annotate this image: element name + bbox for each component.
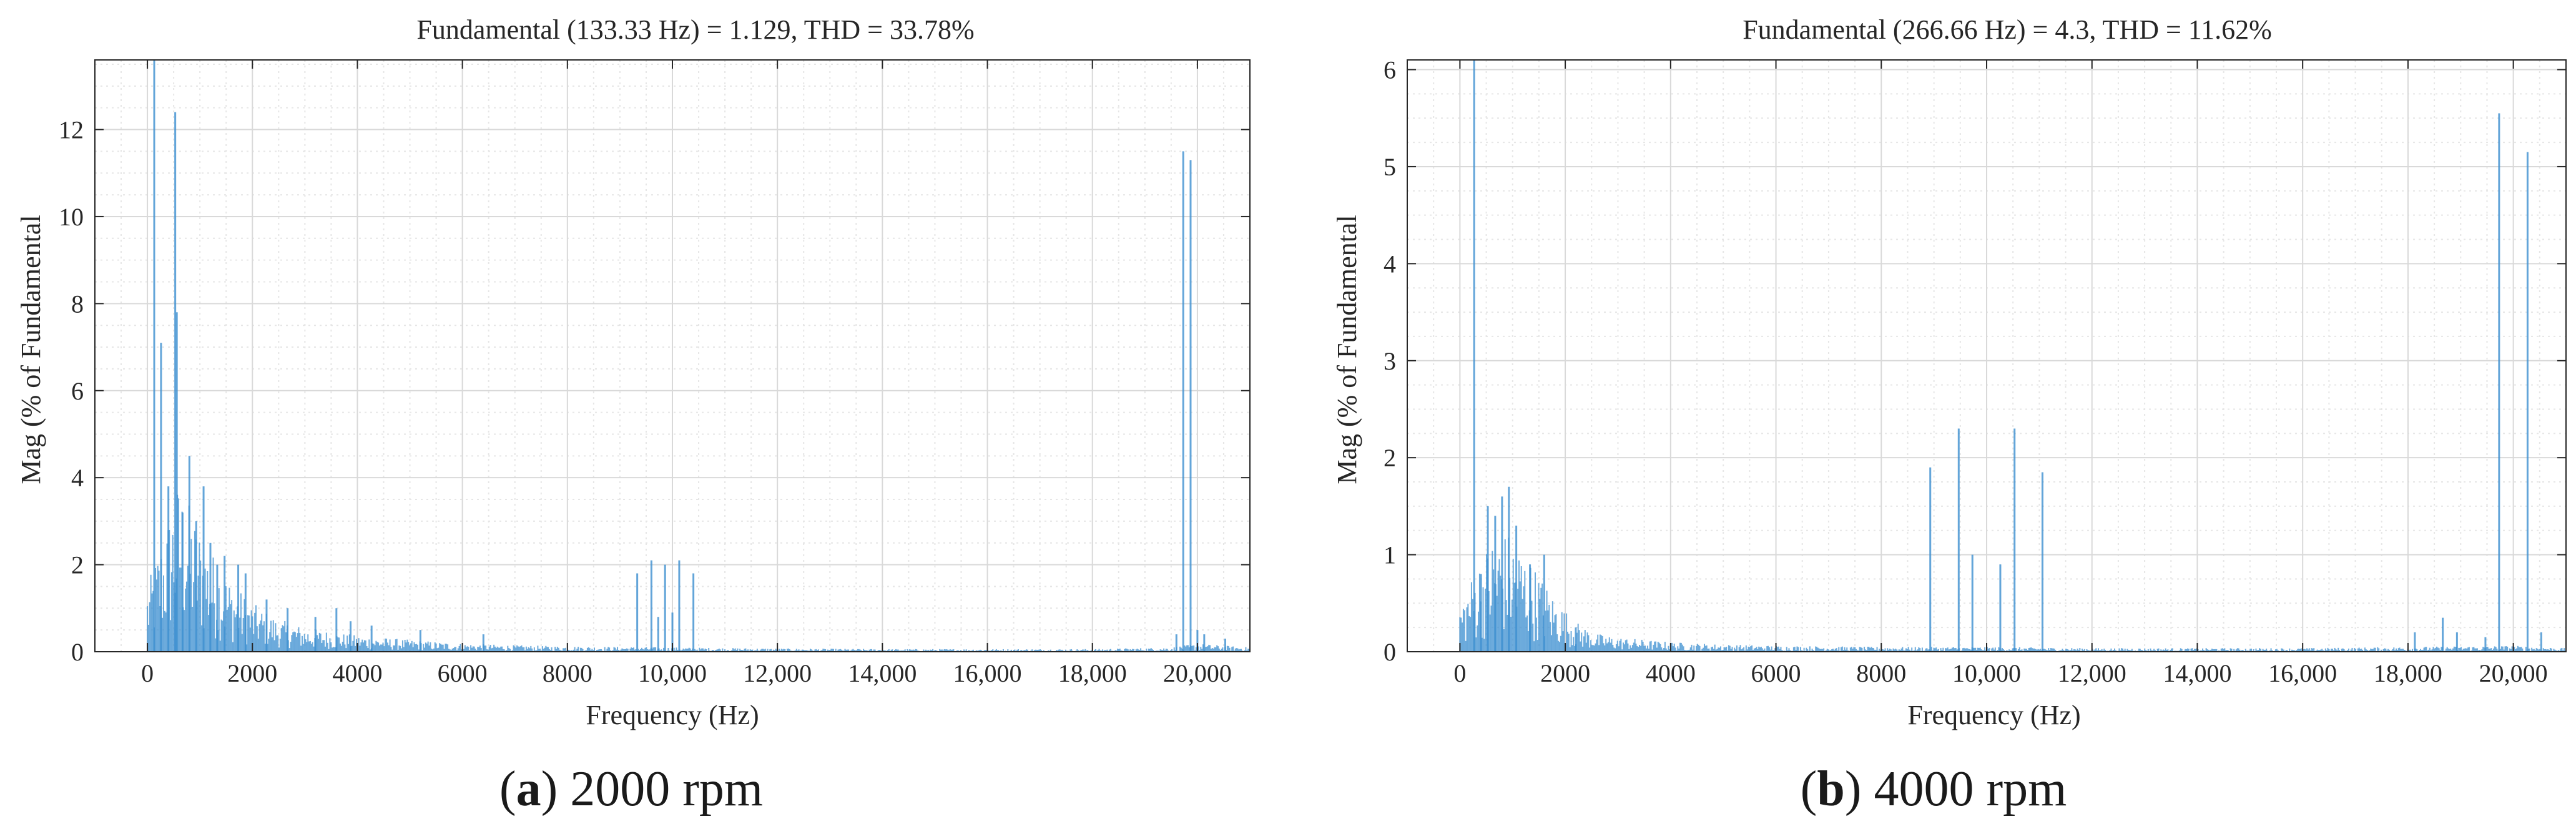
y-axis-title: Mag (% of Fundamental	[1332, 215, 1362, 484]
caption-letter: b	[1817, 762, 1845, 817]
x-tick-label: 18,000	[2374, 659, 2442, 687]
x-tick-label: 20,000	[1163, 659, 1232, 687]
y-tick-label: 5	[1384, 153, 1396, 181]
x-tick-label: 12,000	[743, 659, 812, 687]
x-tick-label: 12,000	[2058, 659, 2126, 687]
x-tick-label: 18,000	[1058, 659, 1127, 687]
y-tick-label: 12	[59, 116, 84, 144]
y-axis-title: Mag (% of Fundamental	[16, 215, 46, 484]
x-tick-label: 10,000	[1952, 659, 2021, 687]
subfigure-caption: (b) 4000 rpm	[1801, 762, 2067, 817]
x-tick-label: 2000	[1540, 659, 1590, 687]
x-tick-label: 0	[141, 659, 154, 687]
chart-title: Fundamental (133.33 Hz) = 1.129, THD = 3…	[416, 14, 974, 45]
x-tick-label: 4000	[1646, 659, 1696, 687]
caption-letter: a	[516, 762, 541, 817]
y-tick-label: 4	[1384, 250, 1396, 278]
x-tick-label: 20,000	[2479, 659, 2548, 687]
x-tick-label: 2000	[227, 659, 277, 687]
x-tick-label: 4000	[332, 659, 382, 687]
chart-title: Fundamental (266.66 Hz) = 4.3, THD = 11.…	[1743, 14, 2272, 45]
x-tick-label: 0	[1453, 659, 1466, 687]
y-tick-label: 3	[1384, 347, 1396, 375]
y-tick-label: 10	[59, 203, 84, 231]
y-tick-label: 4	[71, 464, 84, 492]
y-tick-label: 0	[71, 638, 84, 666]
y-tick-label: 8	[71, 290, 84, 318]
y-tick-label: 2	[71, 551, 84, 579]
y-tick-label: 1	[1384, 541, 1396, 569]
chart-panel-b: Fundamental (266.66 Hz) = 4.3, THD = 11.…	[1332, 14, 2567, 817]
x-tick-label: 6000	[1751, 659, 1801, 687]
x-tick-label: 6000	[438, 659, 488, 687]
x-tick-label: 10,000	[638, 659, 707, 687]
y-tick-label: 6	[1384, 56, 1396, 84]
x-tick-label: 8000	[1856, 659, 1906, 687]
caption-text: ) 2000 rpm	[541, 762, 764, 817]
x-tick-label: 16,000	[2268, 659, 2337, 687]
y-tick-label: 0	[1384, 638, 1396, 666]
plot-area: 0 2000 4000 6000 8000 10,000 12,000 14,000 16,00…	[1384, 56, 2567, 687]
caption-text: ) 4000 rpm	[1845, 762, 2067, 817]
y-tick-label: 6	[71, 377, 84, 405]
x-tick-label: 8000	[543, 659, 592, 687]
plot-area: 0 2000 4000 6000 8000 10,000 12,000 14,000 16,00…	[59, 59, 1251, 687]
x-tick-label: 14,000	[848, 659, 917, 687]
x-axis-title: Frequency (Hz)	[1907, 700, 2080, 730]
x-axis-title: Frequency (Hz)	[586, 700, 759, 730]
subfigure-caption: (a) 2000 rpm	[499, 762, 763, 817]
x-tick-label: 14,000	[2163, 659, 2231, 687]
y-tick-label: 2	[1384, 444, 1396, 472]
chart-panel-a: Fundamental (133.33 Hz) = 1.129, THD = 3…	[16, 14, 1251, 817]
x-tick-label: 16,000	[953, 659, 1022, 687]
